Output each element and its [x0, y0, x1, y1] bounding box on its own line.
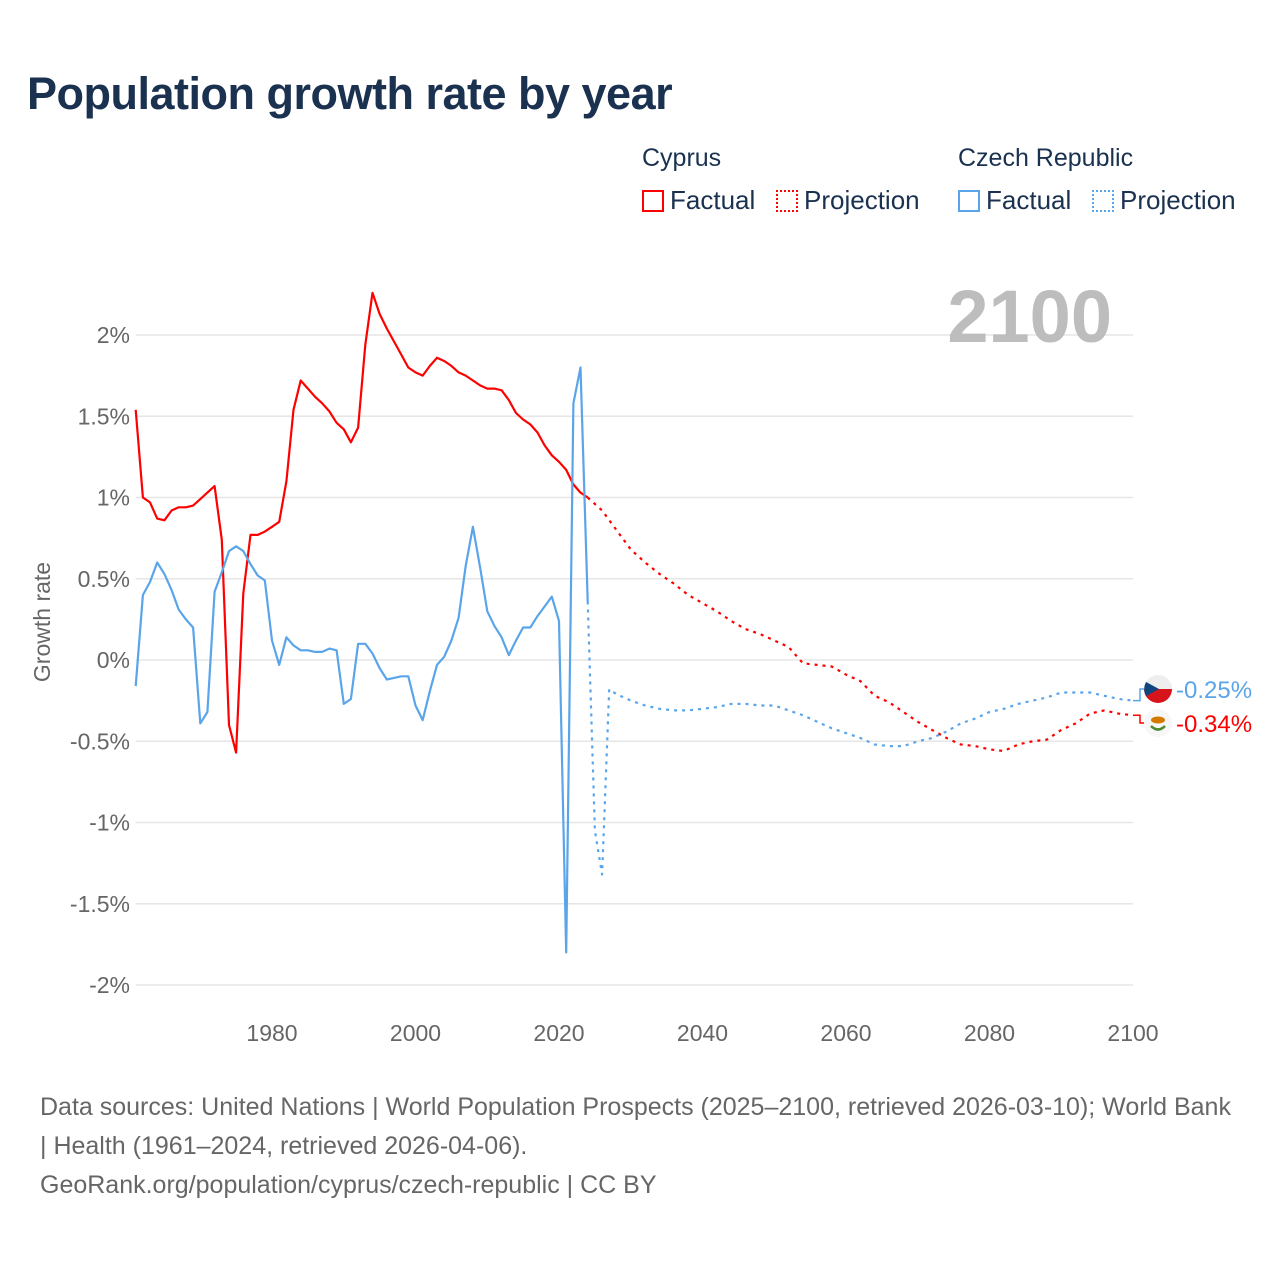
footer: Data sources: United Nations | World Pop… [40, 1088, 1240, 1205]
cyprus-projection-line [586, 496, 1134, 753]
cyprus-factual-line [134, 291, 589, 754]
x-tick-label: 2040 [677, 1020, 728, 1046]
x-ticks: 1980 2000 2020 2040 2060 2080 2100 [246, 1020, 1158, 1046]
end-label-connector [1133, 714, 1145, 724]
y-tick-label: -1.5% [70, 891, 130, 917]
y-tick-label: -2% [89, 972, 130, 998]
legend-cyprus-factual[interactable]: Factual [642, 185, 755, 216]
legend-czech-heading: Czech Republic [958, 144, 1134, 172]
x-tick-label: 2100 [1107, 1020, 1158, 1046]
cyprus-flag-icon [1144, 709, 1172, 737]
legend-swatch-solid-icon [958, 189, 980, 212]
y-tick-label: -0.5% [70, 728, 130, 754]
year-display: 2100 [947, 275, 1112, 358]
x-tick-label: 2080 [964, 1020, 1015, 1046]
czech-republic-projection-line [586, 601, 1134, 876]
end-value-label: -0.34% [1176, 711, 1252, 738]
legend-label: Factual [670, 185, 756, 215]
x-tick-label: 2000 [390, 1020, 441, 1046]
y-tick-label: 1% [97, 485, 130, 511]
x-tick-label: 1980 [246, 1020, 297, 1046]
end-labels: -0.25% -0.34% [1133, 675, 1252, 738]
czech-republic-factual-line [134, 366, 589, 954]
y-tick-label: -1% [89, 810, 130, 836]
gridlines [135, 334, 1133, 986]
legend-swatch-dotted-icon [1092, 189, 1114, 212]
czech-flag-icon [1144, 675, 1172, 703]
series-lines [134, 291, 1134, 954]
data-sources: Data sources: United Nations | World Pop… [40, 1093, 1231, 1160]
legend-czech-factual[interactable]: Factual [958, 185, 1071, 216]
legend-label: Factual [986, 185, 1072, 215]
legend-label: Projection [804, 185, 920, 215]
y-ticks: 2% 1.5% 1% 0.5% 0% -0.5% -1% -1.5% -2% [70, 322, 130, 998]
y-axis-label: Growth rate [29, 562, 55, 682]
end-label-connector [1133, 688, 1145, 702]
legend-label: Projection [1120, 185, 1236, 215]
legend-swatch-dotted-icon [776, 189, 798, 212]
chart-title: Population growth rate by year [27, 68, 673, 119]
legend-cyprus-heading: Cyprus [642, 144, 722, 172]
legend-swatch-solid-icon [642, 189, 664, 212]
source-link[interactable]: GeoRank.org/population/cyprus/czech-repu… [40, 1171, 657, 1199]
x-tick-label: 2060 [820, 1020, 871, 1046]
legend-cyprus-projection[interactable]: Projection [776, 185, 920, 216]
chart-plot: 2100 Growth rate 2% 1.5% 1% 0.5% 0% -0.5% -1% -… [29, 275, 1252, 1046]
y-tick-label: 0% [97, 647, 130, 673]
y-tick-label: 1.5% [78, 403, 130, 429]
y-tick-label: 2% [97, 322, 130, 348]
legend-czech-projection[interactable]: Projection [1092, 185, 1236, 216]
end-value-label: -0.25% [1176, 677, 1252, 704]
y-tick-label: 0.5% [78, 566, 130, 592]
x-tick-label: 2020 [533, 1020, 584, 1046]
